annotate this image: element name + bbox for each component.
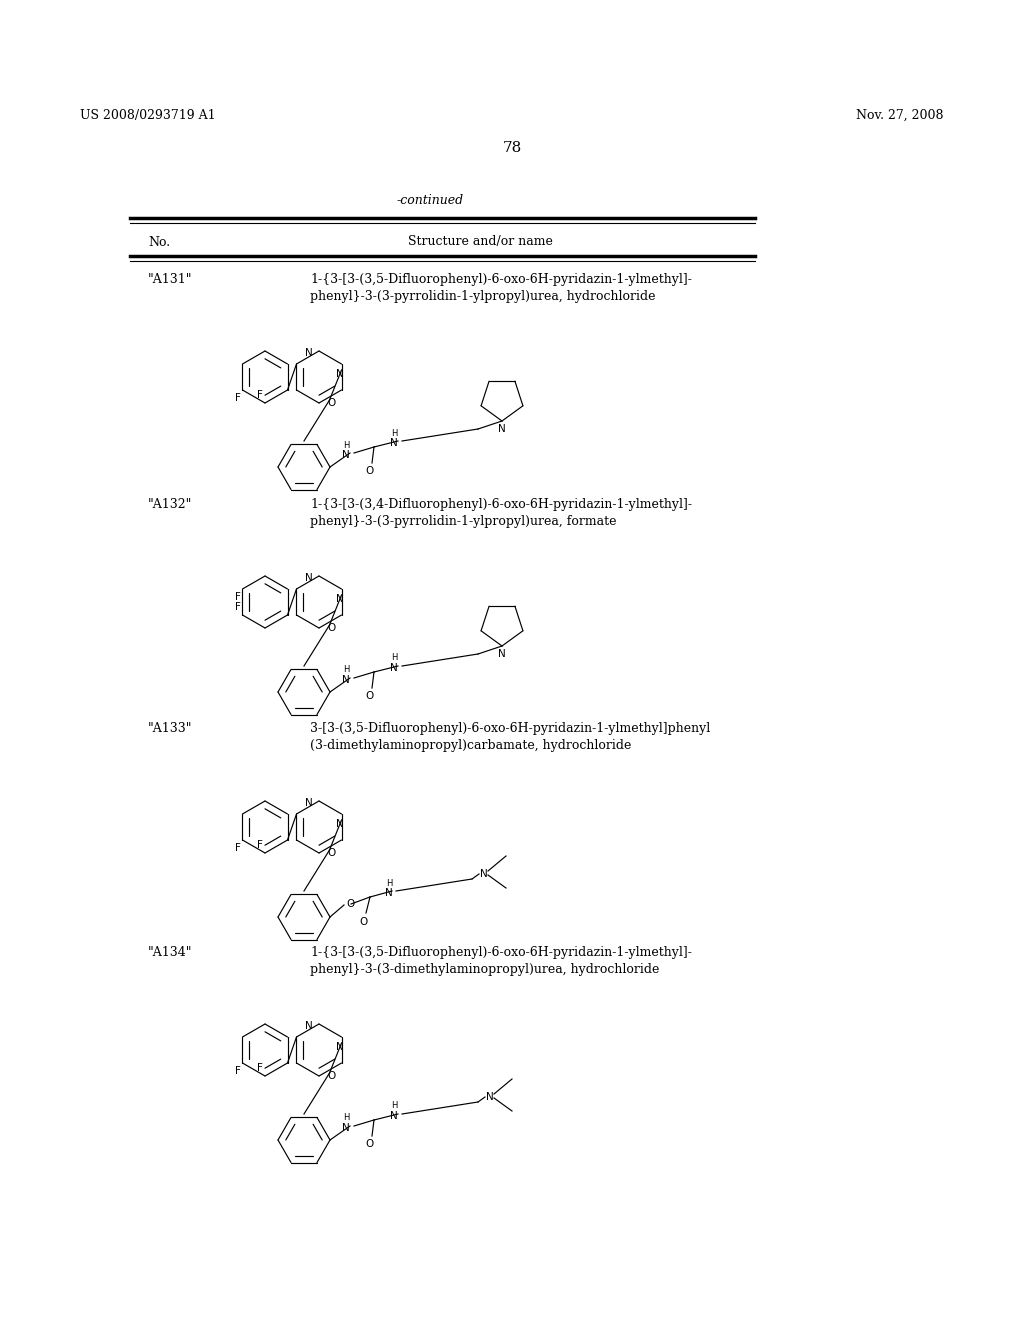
Text: O: O <box>327 1071 335 1081</box>
Text: US 2008/0293719 A1: US 2008/0293719 A1 <box>80 108 216 121</box>
Text: N: N <box>342 450 350 459</box>
Text: "A133": "A133" <box>148 722 193 735</box>
Text: N: N <box>336 370 343 379</box>
Text: 1-{3-[3-(3,4-Difluorophenyl)-6-oxo-6H-pyridazin-1-ylmethyl]-: 1-{3-[3-(3,4-Difluorophenyl)-6-oxo-6H-py… <box>310 498 692 511</box>
Text: H: H <box>391 429 397 437</box>
Text: N: N <box>305 348 313 358</box>
Text: N: N <box>390 1111 398 1121</box>
Text: N: N <box>305 1020 313 1031</box>
Text: phenyl}-3-(3-pyrrolidin-1-ylpropyl)urea, hydrochloride: phenyl}-3-(3-pyrrolidin-1-ylpropyl)urea,… <box>310 290 655 304</box>
Text: F: F <box>234 1067 241 1076</box>
Text: N: N <box>305 799 313 808</box>
Text: 1-{3-[3-(3,5-Difluorophenyl)-6-oxo-6H-pyridazin-1-ylmethyl]-: 1-{3-[3-(3,5-Difluorophenyl)-6-oxo-6H-py… <box>310 946 692 960</box>
Text: N: N <box>486 1092 494 1102</box>
Text: F: F <box>234 393 241 403</box>
Text: H: H <box>343 1114 349 1122</box>
Text: H: H <box>391 653 397 663</box>
Text: F: F <box>257 389 263 400</box>
Text: N: N <box>342 675 350 685</box>
Text: H: H <box>386 879 392 888</box>
Text: F: F <box>234 602 241 612</box>
Text: O: O <box>327 847 335 858</box>
Text: Structure and/or name: Structure and/or name <box>408 235 552 248</box>
Text: N: N <box>305 573 313 583</box>
Text: "A134": "A134" <box>148 946 193 960</box>
Text: F: F <box>234 591 241 602</box>
Text: "A132": "A132" <box>148 498 193 511</box>
Text: "A131": "A131" <box>148 273 193 286</box>
Text: O: O <box>346 899 354 909</box>
Text: phenyl}-3-(3-dimethylaminopropyl)urea, hydrochloride: phenyl}-3-(3-dimethylaminopropyl)urea, h… <box>310 964 659 975</box>
Text: N: N <box>498 424 506 434</box>
Text: -continued: -continued <box>396 194 464 206</box>
Text: O: O <box>365 690 373 701</box>
Text: O: O <box>358 917 368 927</box>
Text: O: O <box>365 1139 373 1148</box>
Text: O: O <box>327 399 335 408</box>
Text: N: N <box>336 818 343 829</box>
Text: N: N <box>480 869 487 879</box>
Text: H: H <box>343 441 349 450</box>
Text: N: N <box>336 594 343 605</box>
Text: N: N <box>390 663 398 673</box>
Text: N: N <box>336 1041 343 1052</box>
Text: F: F <box>234 843 241 853</box>
Text: H: H <box>391 1101 397 1110</box>
Text: O: O <box>365 466 373 477</box>
Text: F: F <box>257 840 263 850</box>
Text: N: N <box>385 888 393 898</box>
Text: N: N <box>342 1123 350 1133</box>
Text: No.: No. <box>148 235 170 248</box>
Text: 3-[3-(3,5-Difluorophenyl)-6-oxo-6H-pyridazin-1-ylmethyl]phenyl: 3-[3-(3,5-Difluorophenyl)-6-oxo-6H-pyrid… <box>310 722 711 735</box>
Text: phenyl}-3-(3-pyrrolidin-1-ylpropyl)urea, formate: phenyl}-3-(3-pyrrolidin-1-ylpropyl)urea,… <box>310 515 616 528</box>
Text: H: H <box>343 665 349 675</box>
Text: N: N <box>498 649 506 659</box>
Text: O: O <box>327 623 335 634</box>
Text: F: F <box>257 1063 263 1073</box>
Text: 78: 78 <box>503 141 521 154</box>
Text: (3-dimethylaminopropyl)carbamate, hydrochloride: (3-dimethylaminopropyl)carbamate, hydroc… <box>310 739 632 752</box>
Text: N: N <box>390 438 398 447</box>
Text: Nov. 27, 2008: Nov. 27, 2008 <box>856 108 944 121</box>
Text: 1-{3-[3-(3,5-Difluorophenyl)-6-oxo-6H-pyridazin-1-ylmethyl]-: 1-{3-[3-(3,5-Difluorophenyl)-6-oxo-6H-py… <box>310 273 692 286</box>
